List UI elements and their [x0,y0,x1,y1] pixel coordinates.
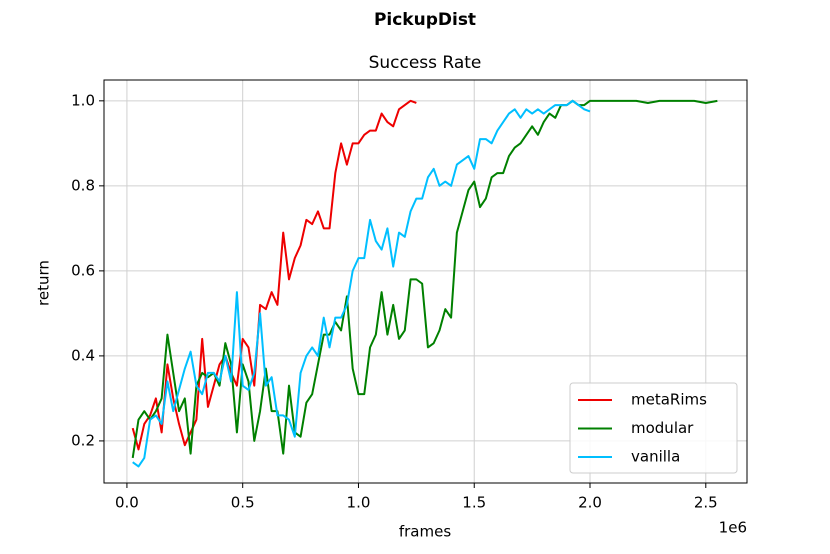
x-tick-label: 2.0 [578,494,602,512]
legend-box [569,382,738,474]
chart-title: PickupDist [374,10,476,30]
y-tick-label: 0.2 [71,431,95,449]
x-tick-label: 1.5 [462,494,486,512]
y-tick-label: 1.0 [71,91,95,109]
y-tick-label: 0.4 [71,346,95,364]
legend-label: metaRims [631,391,707,409]
x-axis-label: frames [399,523,451,541]
y-tick-label: 0.8 [71,176,95,194]
x-offset-label: 1e6 [719,519,747,537]
x-tick-label: 0.0 [115,494,139,512]
y-tick-label: 0.6 [71,261,95,279]
y-axis-label: return [35,260,53,306]
legend-label: vanilla [631,448,680,466]
series-line [132,99,591,468]
legend: metaRims modular vanilla [569,382,738,474]
legend-label: modular [631,419,694,437]
x-tick-label: 2.5 [694,494,718,512]
x-tick-label: 0.5 [231,494,255,512]
plot-frame [103,79,748,484]
series-line [131,99,417,451]
x-tick-label: 1.0 [347,494,371,512]
chart-subtitle: Success Rate [369,53,482,73]
